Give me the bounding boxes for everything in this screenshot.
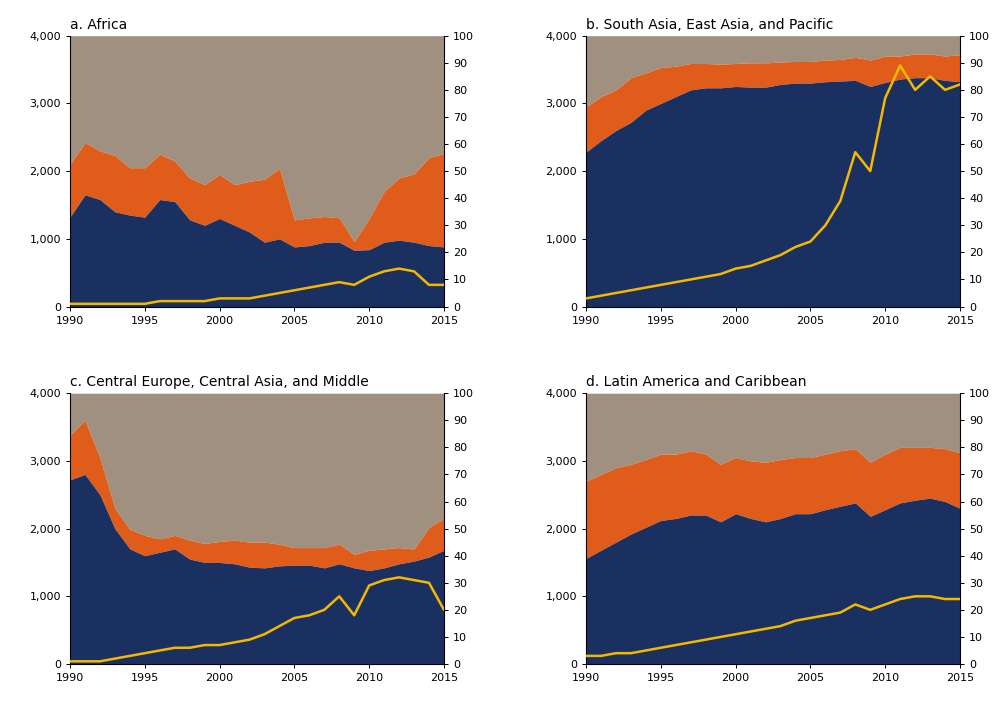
- Text: c. Central Europe, Central Asia, and Middle: c. Central Europe, Central Asia, and Mid…: [70, 376, 369, 389]
- Text: b. South Asia, East Asia, and Pacific: b. South Asia, East Asia, and Pacific: [586, 18, 833, 31]
- Text: d. Latin America and Caribbean: d. Latin America and Caribbean: [586, 376, 807, 389]
- Text: a. Africa: a. Africa: [70, 18, 127, 31]
